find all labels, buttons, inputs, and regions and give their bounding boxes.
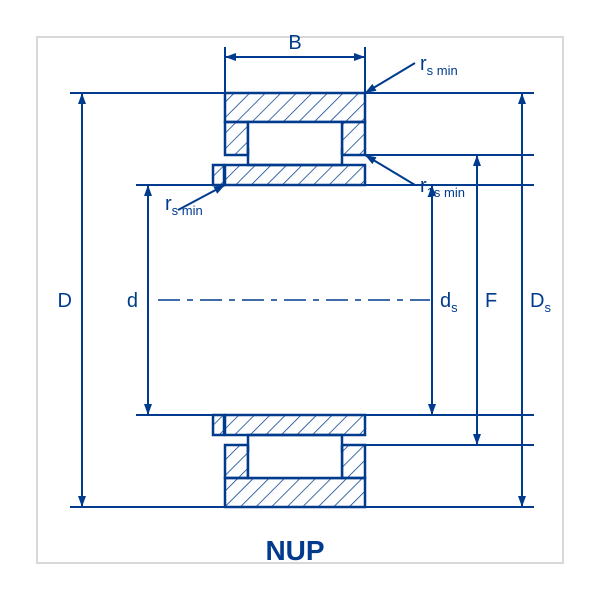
dim-label-B: B [288, 32, 301, 54]
dim-label-rsmin-left: rs min [165, 193, 203, 218]
drawing-title: NUP [265, 535, 324, 566]
dim-label-F: F [485, 290, 497, 312]
dim-label-d: d [127, 290, 138, 312]
dim-label-rsmin-top: rs min [420, 53, 458, 78]
dim-label-D: D [58, 290, 72, 312]
bearing-diagram: B Dd ds F Ds rs min r1s min rs min NUP [0, 0, 600, 600]
dim-label-Ds: Ds [530, 290, 551, 315]
dim-label-ds: ds [440, 290, 458, 315]
dim-label-r1smin: r1s min [420, 175, 465, 200]
